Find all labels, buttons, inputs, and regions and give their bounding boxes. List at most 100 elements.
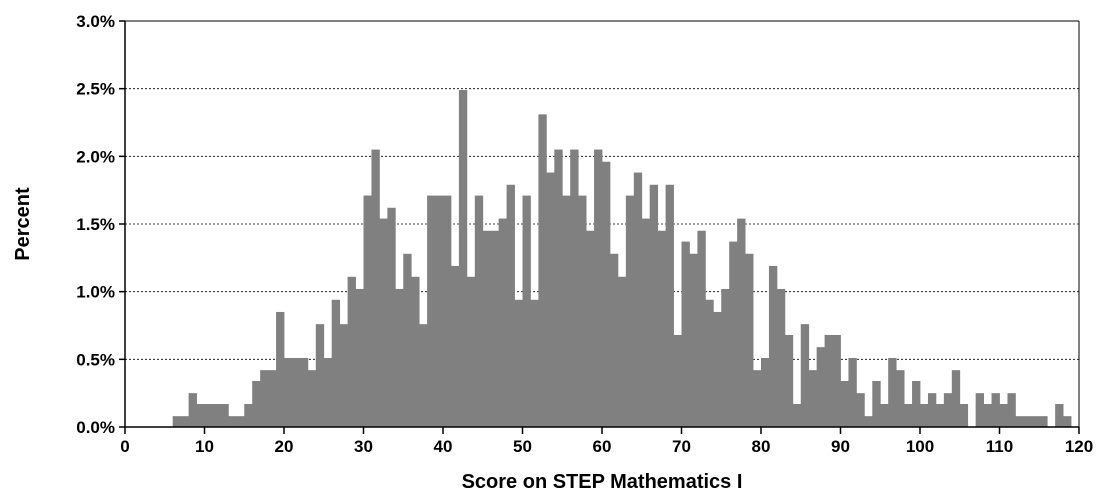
- histogram-bar: [307, 370, 317, 427]
- histogram-bar: [776, 288, 786, 427]
- histogram-bar: [665, 184, 674, 427]
- histogram-bar: [951, 370, 961, 427]
- histogram-bar: [880, 403, 889, 427]
- histogram-bar: [443, 195, 452, 427]
- histogram-bar: [220, 403, 229, 427]
- x-tick-label: 120: [1065, 437, 1093, 456]
- histogram-bar: [228, 416, 237, 427]
- histogram-bar: [411, 276, 420, 427]
- histogram-bar: [1015, 416, 1024, 427]
- histogram-bar: [840, 380, 849, 427]
- histogram-bar: [737, 218, 746, 427]
- histogram-bar: [816, 347, 825, 427]
- histogram-bar: [268, 370, 277, 427]
- histogram-bar: [554, 149, 563, 428]
- histogram-bar: [1055, 403, 1064, 427]
- x-tick-label: 90: [831, 437, 850, 456]
- histogram-bar: [904, 403, 913, 427]
- histogram-bar: [617, 276, 627, 427]
- histogram-bar: [244, 403, 253, 427]
- histogram-bar: [339, 324, 348, 427]
- histogram-bar: [180, 416, 189, 427]
- x-tick-label: 80: [752, 437, 771, 456]
- histogram-bar: [427, 195, 436, 427]
- histogram-bar: [792, 403, 802, 427]
- histogram-bar: [848, 357, 857, 427]
- histogram-bar: [347, 276, 356, 427]
- histogram-bar: [260, 370, 269, 427]
- histogram-bar: [657, 230, 666, 427]
- histogram-bar: [920, 403, 929, 427]
- histogram-bar: [697, 230, 706, 427]
- histogram-bar: [323, 357, 333, 427]
- x-axis-title: Score on STEP Mathematics I: [462, 471, 743, 493]
- histogram-bar: [943, 393, 953, 427]
- histogram-bar: [570, 149, 579, 428]
- histogram-bar: [522, 195, 531, 427]
- histogram-bar: [196, 403, 205, 427]
- histogram-bar: [713, 311, 722, 427]
- histogram-bar: [991, 393, 1000, 427]
- histogram-bar: [331, 299, 341, 427]
- histogram-bar: [959, 403, 969, 427]
- y-tick-label: 3.0%: [76, 12, 115, 31]
- histogram-bar: [681, 241, 690, 427]
- histogram-bar: [586, 230, 595, 427]
- histogram-bar: [498, 218, 507, 427]
- histogram-bar: [284, 357, 293, 427]
- histogram-bar: [625, 195, 635, 427]
- y-axis-ticks: 0.0% 0.5% 1.0% 1.5% 2.0% 2.5% 3.0%: [76, 12, 125, 437]
- histogram-bar: [276, 311, 285, 427]
- histogram-bar: [530, 299, 539, 427]
- histogram-bar: [1063, 416, 1072, 427]
- histogram-bar: [808, 370, 818, 427]
- histogram-bar: [753, 370, 762, 427]
- histogram-bar: [379, 218, 388, 427]
- histogram-bar: [768, 265, 778, 427]
- histogram-bar: [745, 253, 754, 427]
- histogram-bar: [832, 334, 841, 427]
- x-tick-label: 10: [195, 437, 214, 456]
- histogram-bar: [562, 195, 571, 427]
- histogram-bar: [363, 195, 372, 427]
- histogram-bar: [896, 370, 905, 427]
- histogram-bar: [602, 161, 611, 427]
- histogram-bar: [1039, 416, 1048, 427]
- x-tick-label: 50: [513, 437, 532, 456]
- y-tick-label: 0.0%: [76, 418, 115, 437]
- histogram-bar: [649, 184, 659, 427]
- histogram-bar: [872, 380, 881, 427]
- y-tick-label: 1.0%: [76, 283, 115, 302]
- histogram-bar: [291, 357, 301, 427]
- histogram-bar: [1031, 416, 1040, 427]
- histogram-bar: [403, 253, 412, 427]
- histogram-bar: [506, 184, 515, 427]
- histogram-bar: [927, 393, 937, 427]
- histogram-bar: [912, 380, 921, 427]
- histogram-bar: [721, 288, 730, 427]
- histogram-bar: [538, 114, 547, 427]
- histogram-bar: [172, 416, 182, 427]
- histogram-bar: [395, 288, 404, 427]
- histogram-bar: [474, 195, 484, 427]
- histogram-bar: [689, 253, 698, 427]
- y-tick-label: 0.5%: [76, 350, 115, 369]
- histogram-bar: [864, 416, 873, 427]
- x-tick-label: 0: [120, 437, 129, 456]
- x-tick-label: 70: [672, 437, 691, 456]
- x-tick-label: 40: [434, 437, 453, 456]
- histogram-bar: [466, 276, 476, 427]
- histogram-bar: [204, 403, 213, 427]
- histogram-bar: [482, 230, 492, 427]
- histogram-bar: [236, 416, 245, 427]
- histogram-bar: [490, 230, 500, 427]
- histogram-bar: [546, 172, 555, 427]
- histogram-bar: [975, 393, 984, 427]
- histogram-bar: [450, 265, 460, 427]
- x-tick-label: 30: [354, 437, 373, 456]
- x-tick-label: 110: [986, 437, 1013, 456]
- y-tick-label: 2.5%: [76, 80, 115, 99]
- histogram-bar: [1023, 416, 1032, 427]
- x-axis-ticks: 0 10 20 30 40 50 60 70 80 90 100 110 120: [120, 427, 1093, 456]
- histogram-bar: [705, 299, 714, 427]
